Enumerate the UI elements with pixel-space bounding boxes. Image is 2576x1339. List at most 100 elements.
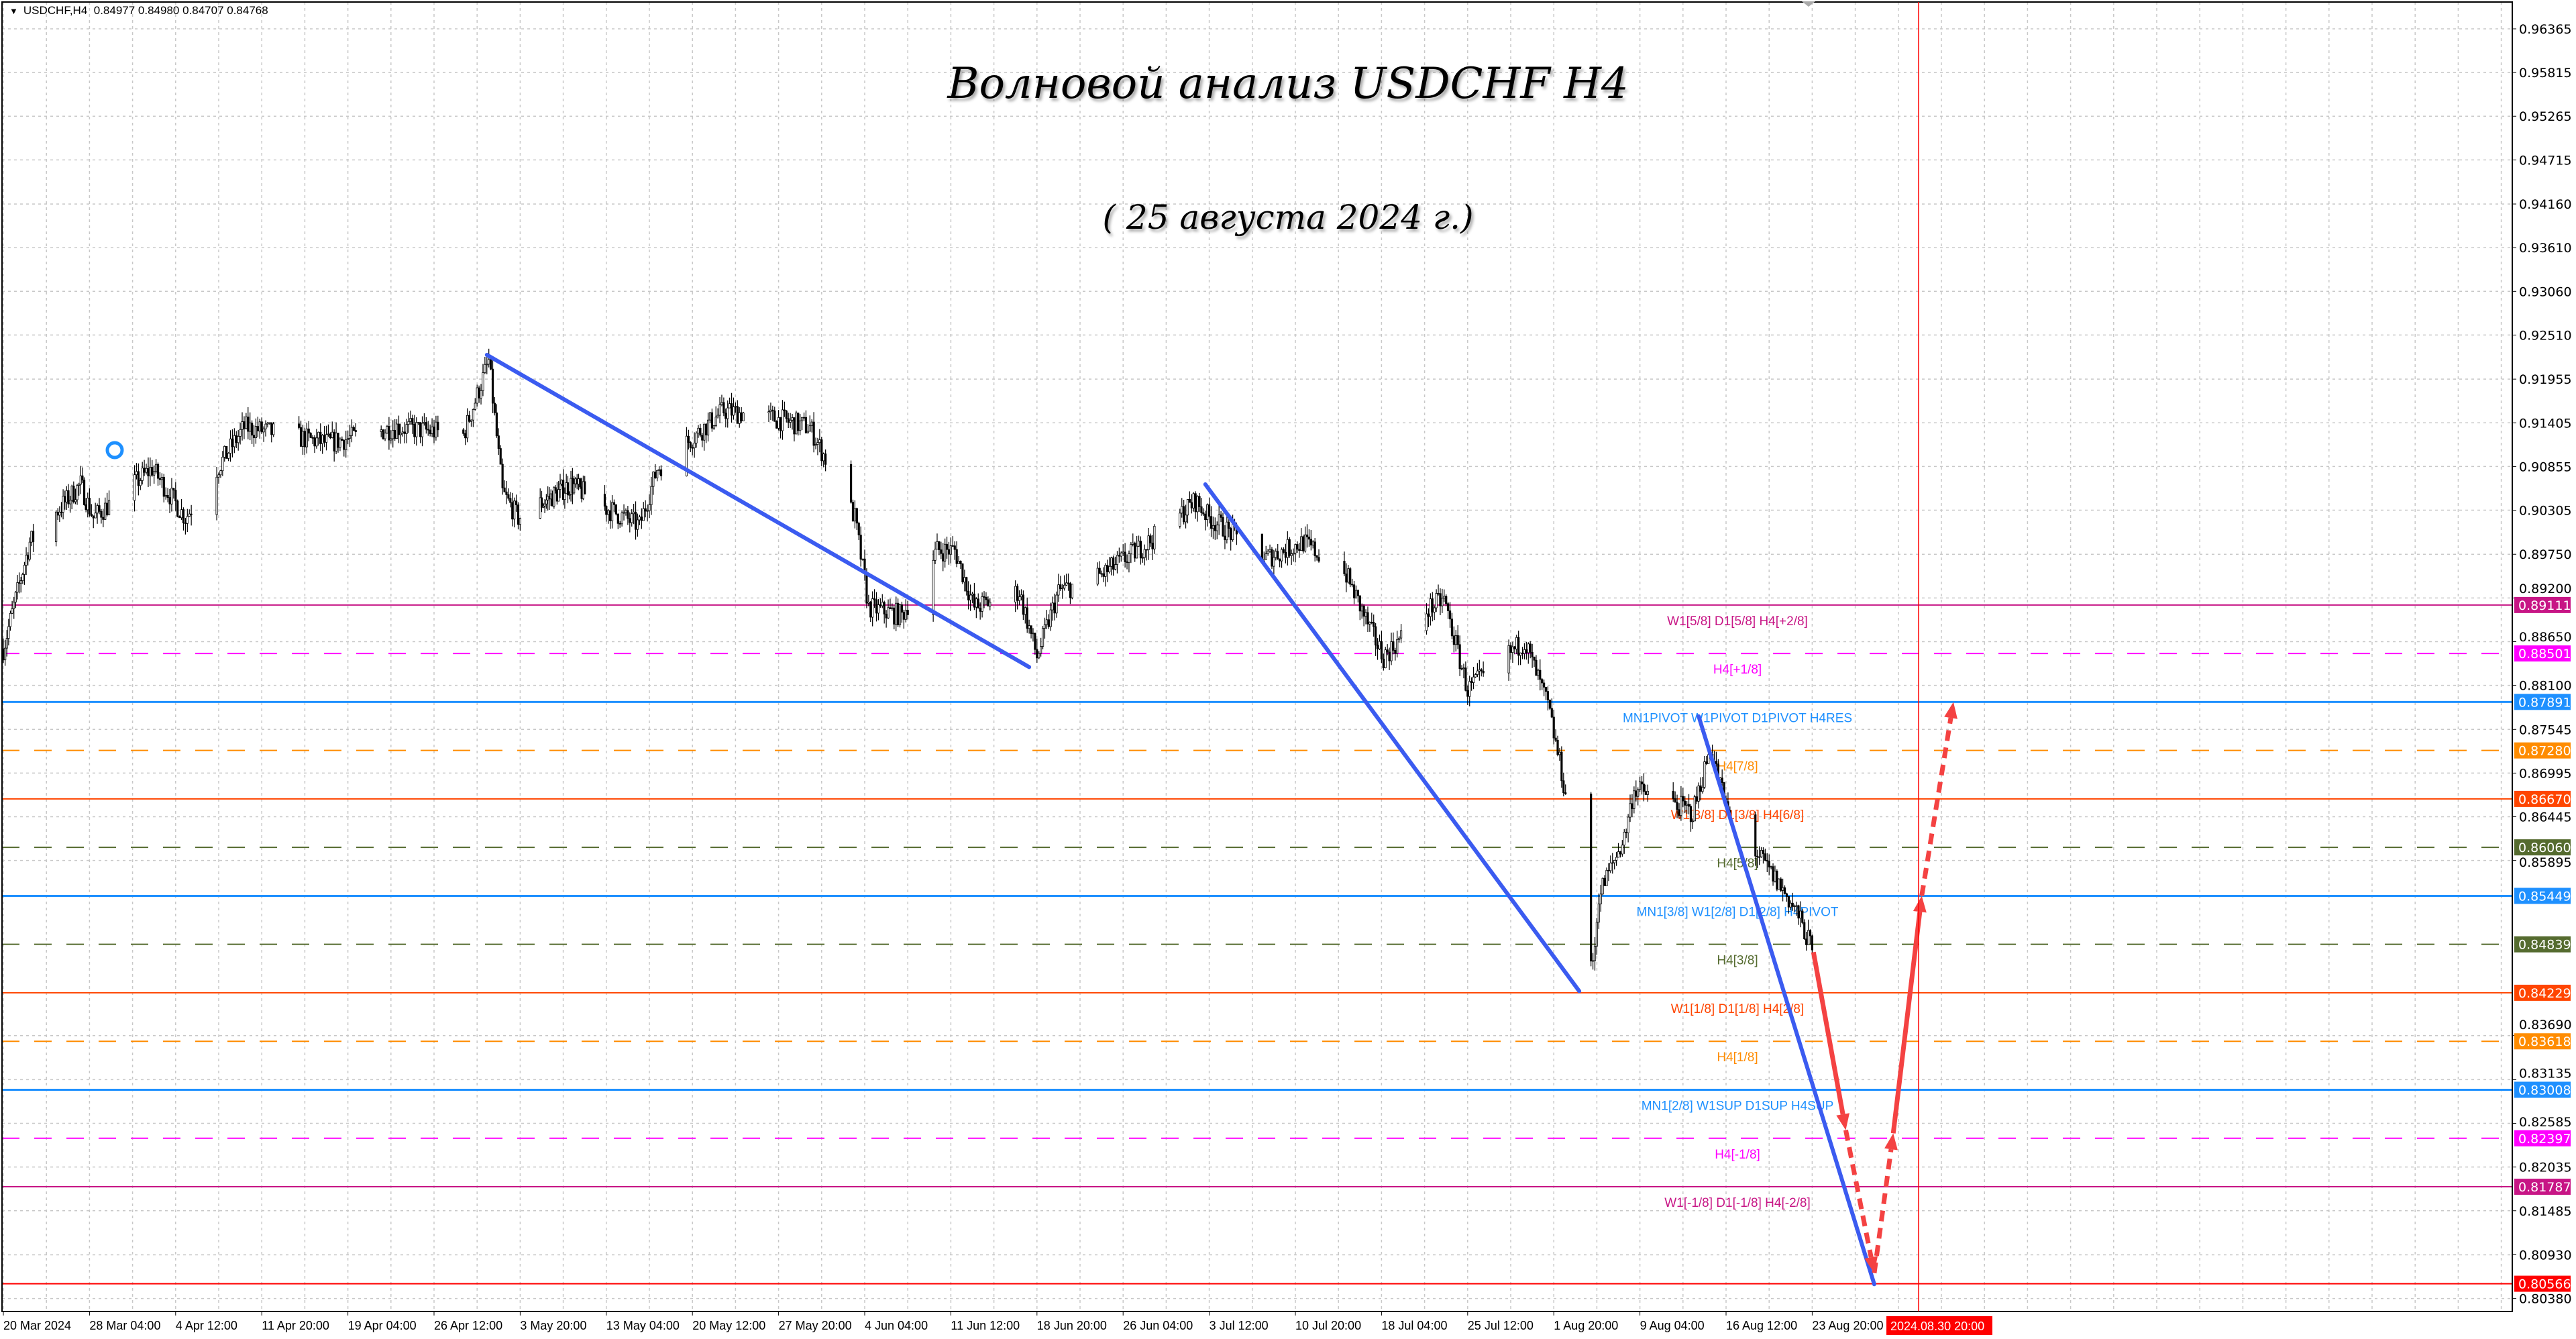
candle bbox=[319, 431, 322, 444]
y-tick-label: 0.86445 bbox=[2519, 810, 2572, 825]
candle bbox=[1226, 521, 1228, 541]
y-tick-label: 0.87545 bbox=[2519, 722, 2572, 737]
candle bbox=[877, 604, 880, 614]
scroll-marker-icon[interactable] bbox=[1802, 1, 1815, 7]
candle bbox=[90, 513, 93, 517]
candle bbox=[1480, 669, 1483, 672]
candle bbox=[1552, 716, 1555, 739]
price-badge-label: 0.80566 bbox=[2518, 1277, 2571, 1292]
candle bbox=[1358, 595, 1361, 612]
candle bbox=[1399, 630, 1403, 639]
candle bbox=[638, 517, 641, 521]
candle bbox=[1265, 553, 1267, 560]
candle bbox=[650, 486, 653, 505]
candle bbox=[1464, 667, 1467, 691]
x-tick-label: 1 Aug 20:00 bbox=[1554, 1319, 1618, 1332]
candle bbox=[1535, 659, 1538, 676]
forecast-arrow-line[interactable] bbox=[1872, 1148, 1894, 1274]
candle bbox=[1697, 785, 1700, 802]
candle bbox=[1474, 674, 1477, 678]
candle bbox=[321, 435, 324, 444]
price-badge-label: 0.85449 bbox=[2518, 889, 2571, 904]
candle bbox=[1020, 594, 1023, 598]
candle bbox=[881, 602, 883, 606]
candle bbox=[94, 513, 97, 519]
candle bbox=[1282, 549, 1285, 553]
candle bbox=[151, 467, 154, 476]
candle bbox=[505, 491, 508, 495]
price-badge-label: 0.84839 bbox=[2518, 938, 2571, 953]
candle bbox=[1472, 676, 1475, 683]
chart-title: Волновой анализ USDCHF H4 bbox=[947, 59, 1629, 109]
candle bbox=[350, 427, 354, 436]
candle bbox=[160, 477, 163, 480]
candle bbox=[1803, 922, 1806, 940]
price-badge-label: 0.82397 bbox=[2518, 1132, 2571, 1146]
x-tick-label: 26 Apr 12:00 bbox=[434, 1319, 502, 1332]
trendline[interactable] bbox=[484, 353, 1032, 670]
candle bbox=[488, 359, 490, 365]
y-tick-label: 0.93610 bbox=[2519, 241, 2572, 256]
forecast-arrow-line[interactable] bbox=[1890, 911, 1923, 1134]
candle bbox=[1040, 646, 1042, 654]
candle bbox=[1071, 584, 1073, 598]
forecast-arrow-line[interactable] bbox=[1811, 951, 1845, 1115]
candle bbox=[732, 406, 735, 416]
y-tick-label: 0.88100 bbox=[2519, 678, 2572, 693]
trendline[interactable] bbox=[1697, 714, 1876, 1287]
candle bbox=[934, 549, 936, 561]
trendline[interactable] bbox=[1203, 482, 1582, 994]
candle bbox=[1145, 549, 1148, 551]
candle bbox=[965, 577, 968, 592]
candle bbox=[497, 435, 500, 449]
candle bbox=[799, 420, 802, 431]
candle bbox=[384, 433, 386, 439]
candle bbox=[1014, 586, 1017, 602]
candle bbox=[1204, 513, 1207, 521]
candle bbox=[92, 515, 95, 519]
trendlines[interactable] bbox=[484, 353, 1876, 1287]
price-badge bbox=[2514, 1275, 2571, 1292]
candle bbox=[79, 475, 82, 485]
candle bbox=[1057, 584, 1060, 596]
candle bbox=[1364, 612, 1367, 617]
candle bbox=[1519, 652, 1522, 656]
candle bbox=[247, 417, 250, 432]
candle bbox=[865, 573, 868, 604]
candle bbox=[981, 596, 983, 612]
arrowhead-icon bbox=[1884, 1133, 1898, 1150]
candle bbox=[1351, 584, 1354, 586]
candle bbox=[1222, 517, 1224, 537]
candle bbox=[885, 613, 888, 619]
y-tick-label: 0.83135 bbox=[2519, 1066, 2572, 1081]
candle bbox=[1425, 613, 1428, 631]
candle bbox=[345, 439, 347, 450]
candle bbox=[309, 433, 312, 438]
forecast-arrow-line[interactable] bbox=[1919, 717, 1953, 896]
candle bbox=[1388, 651, 1391, 661]
candle bbox=[245, 417, 248, 429]
x-tick-label: 11 Jun 12:00 bbox=[951, 1319, 1020, 1332]
candle bbox=[1347, 568, 1350, 583]
candle bbox=[429, 429, 431, 434]
candle bbox=[787, 418, 790, 423]
candle bbox=[16, 582, 19, 593]
candle bbox=[1047, 619, 1050, 627]
candle bbox=[898, 604, 902, 625]
price-badge bbox=[2514, 1081, 2571, 1098]
candle bbox=[380, 429, 382, 432]
collapse-triangle-icon[interactable]: ▼ bbox=[9, 6, 18, 16]
candle bbox=[219, 470, 222, 476]
forecast-arrow-line[interactable] bbox=[1843, 1129, 1874, 1258]
candle bbox=[1194, 493, 1197, 513]
candle bbox=[1441, 598, 1444, 606]
candle bbox=[1198, 496, 1201, 507]
candle bbox=[659, 469, 663, 476]
x-tick-label: 3 May 20:00 bbox=[520, 1319, 586, 1332]
candle bbox=[329, 433, 331, 438]
candle bbox=[859, 535, 862, 560]
forecast-arrows[interactable] bbox=[1811, 702, 1957, 1274]
candle bbox=[802, 417, 806, 419]
candle bbox=[1186, 499, 1189, 516]
